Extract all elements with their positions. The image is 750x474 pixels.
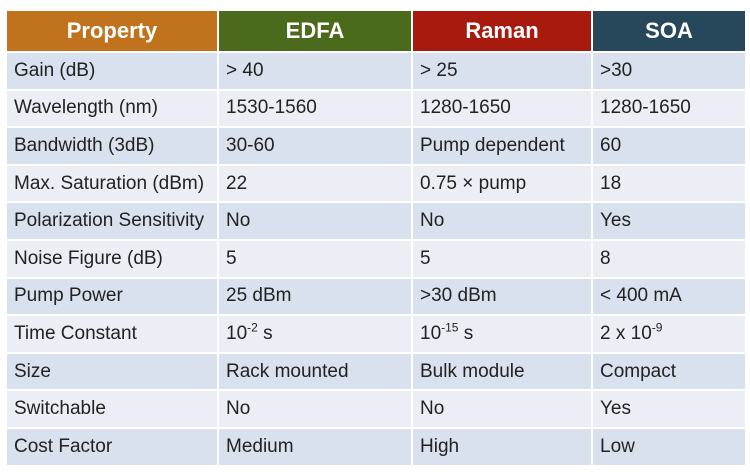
cell-raman: 10-15 s <box>413 316 591 352</box>
cell-raman: High <box>413 428 591 465</box>
table-row: Time Constant 10-2 s 10-15 s 2 x 10-9 <box>7 316 745 352</box>
cell-property: Wavelength (nm) <box>7 90 217 127</box>
cell-property: Gain (dB) <box>7 53 217 89</box>
cell-raman: >30 dBm <box>413 278 591 315</box>
cell-soa: >30 <box>593 53 745 89</box>
cell-property: Switchable <box>7 391 217 427</box>
cell-property: Size <box>7 353 217 390</box>
value-exponent: -15 <box>441 320 459 335</box>
cell-raman: Bulk module <box>413 353 591 390</box>
cell-raman: No <box>413 391 591 427</box>
cell-soa: Low <box>593 428 745 465</box>
cell-soa: 1280-1650 <box>593 90 745 127</box>
cell-property: Cost Factor <box>7 428 217 465</box>
table-row: Wavelength (nm) 1530-1560 1280-1650 1280… <box>7 90 745 127</box>
cell-edfa: Rack mounted <box>219 353 411 390</box>
value-unit: s <box>257 322 273 344</box>
cell-raman: > 25 <box>413 53 591 89</box>
value-base: 10 <box>420 322 442 344</box>
cell-property: Noise Figure (dB) <box>7 240 217 277</box>
table-row: Polarization Sensitivity No No Yes <box>7 203 745 239</box>
value-unit: s <box>458 322 474 344</box>
cell-property: Pump Power <box>7 278 217 315</box>
table-row: Max. Saturation (dBm) 22 0.75 × pump 18 <box>7 165 745 202</box>
table-row: Pump Power 25 dBm >30 dBm < 400 mA <box>7 278 745 315</box>
cell-edfa: No <box>219 203 411 239</box>
header-raman: Raman <box>413 11 591 51</box>
cell-edfa: > 40 <box>219 53 411 89</box>
value-base: 10 <box>226 322 248 344</box>
cell-edfa: 30-60 <box>219 128 411 164</box>
table-row: Switchable No No Yes <box>7 391 745 427</box>
cell-raman: Pump dependent <box>413 128 591 164</box>
cell-property: Max. Saturation (dBm) <box>7 165 217 202</box>
cell-soa: 60 <box>593 128 745 164</box>
table-row: Size Rack mounted Bulk module Compact <box>7 353 745 390</box>
cell-soa: Yes <box>593 391 745 427</box>
table-row: Bandwidth (3dB) 30-60 Pump dependent 60 <box>7 128 745 164</box>
cell-soa: 18 <box>593 165 745 202</box>
amplifier-comparison-table-wrapper: Property EDFA Raman SOA Gain (dB) > 40 >… <box>5 9 745 467</box>
table-row: Cost Factor Medium High Low <box>7 428 745 465</box>
value-exponent: -9 <box>651 320 663 335</box>
header-edfa: EDFA <box>219 11 411 51</box>
cell-soa: 8 <box>593 240 745 277</box>
value-base: 2 x 10 <box>600 322 652 344</box>
cell-edfa: 10-2 s <box>219 316 411 352</box>
cell-edfa: 22 <box>219 165 411 202</box>
cell-property: Bandwidth (3dB) <box>7 128 217 164</box>
cell-edfa: Medium <box>219 428 411 465</box>
cell-edfa: No <box>219 391 411 427</box>
cell-edfa: 25 dBm <box>219 278 411 315</box>
cell-soa: < 400 mA <box>593 278 745 315</box>
cell-property: Time Constant <box>7 316 217 352</box>
amplifier-comparison-table: Property EDFA Raman SOA Gain (dB) > 40 >… <box>5 9 747 467</box>
value-exponent: -2 <box>247 320 258 335</box>
table-row: Gain (dB) > 40 > 25 >30 <box>7 53 745 89</box>
cell-raman: 0.75 × pump <box>413 165 591 202</box>
header-soa: SOA <box>593 11 745 51</box>
cell-raman: 1280-1650 <box>413 90 591 127</box>
cell-property: Polarization Sensitivity <box>7 203 217 239</box>
table-row: Noise Figure (dB) 5 5 8 <box>7 240 745 277</box>
cell-edfa: 1530-1560 <box>219 90 411 127</box>
header-row: Property EDFA Raman SOA <box>7 11 745 51</box>
cell-soa: Yes <box>593 203 745 239</box>
cell-raman: No <box>413 203 591 239</box>
cell-edfa: 5 <box>219 240 411 277</box>
cell-raman: 5 <box>413 240 591 277</box>
cell-soa: Compact <box>593 353 745 390</box>
cell-soa: 2 x 10-9 <box>593 316 745 352</box>
header-property: Property <box>7 11 217 51</box>
